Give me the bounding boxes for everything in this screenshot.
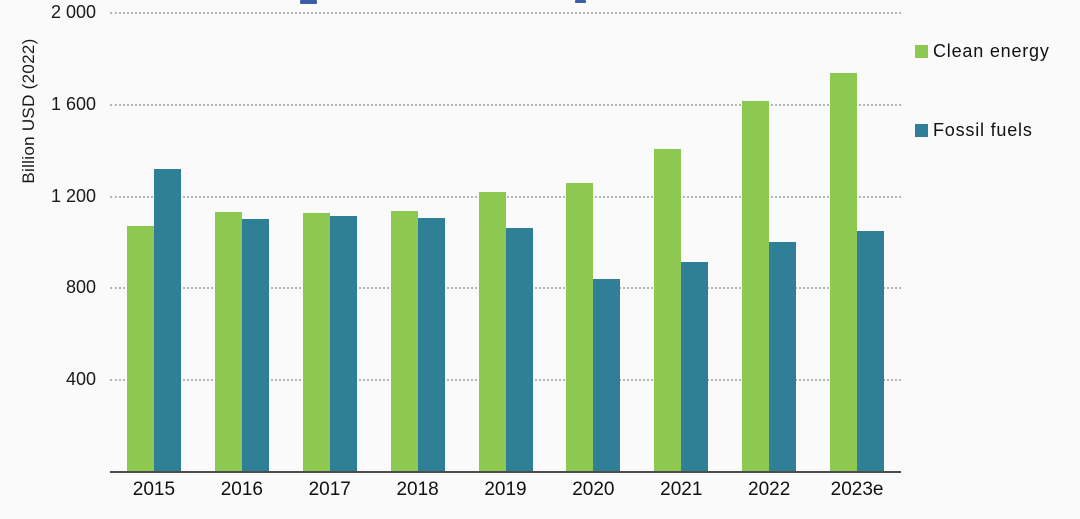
y-tick-label: 1 600: [50, 93, 96, 114]
cropped-title-text-fragment: [575, 0, 586, 3]
x-axis-label: 2017: [308, 479, 351, 500]
bar-clean-energy-2023e: [830, 72, 858, 472]
bar-fossil-fuels-2022: [769, 241, 797, 472]
bar-clean-energy-2018: [390, 211, 418, 472]
x-axis-label: 2016: [220, 479, 263, 500]
bar-fossil-fuels-2016: [241, 218, 269, 472]
bar-fossil-fuels-2021: [681, 261, 709, 472]
bar-fossil-fuels-2017: [329, 216, 357, 472]
y-tick-label: 1 200: [50, 185, 96, 206]
bar-fossil-fuels-2023e: [857, 231, 885, 472]
bar-clean-energy-2015: [126, 225, 154, 472]
y-tick-label: 2 000: [50, 2, 96, 22]
legend-label: Fossil fuels: [933, 120, 1033, 140]
bar-clean-energy-2022: [742, 100, 770, 472]
x-axis-label: 2020: [572, 479, 615, 500]
bar-fossil-fuels-2020: [593, 279, 621, 472]
cropped-title-text-fragment: [300, 0, 317, 4]
x-axis-label: 2021: [660, 479, 703, 500]
y-tick-label: 800: [65, 277, 96, 298]
bar-fossil-fuels-2015: [153, 169, 181, 472]
bar-clean-energy-2016: [214, 211, 242, 472]
x-axis-label: 2019: [484, 479, 527, 500]
fossil-fuels-swatch-icon: [915, 124, 928, 137]
legend-entry-fossil-fuels: Fossil fuels: [915, 120, 1033, 141]
y-tick-label: 400: [65, 369, 96, 390]
bar-fossil-fuels-2018: [417, 217, 445, 472]
bar-fossil-fuels-2019: [505, 227, 533, 472]
bar-clean-energy-2021: [654, 149, 682, 472]
clean-energy-swatch-icon: [915, 45, 928, 58]
x-axis-label: 2022: [748, 479, 791, 500]
gridline: [110, 103, 901, 106]
gridline: [110, 195, 901, 198]
x-axis-label: 2018: [396, 479, 439, 500]
bar-clean-energy-2019: [478, 191, 506, 472]
x-axis-label: 2023e: [830, 479, 884, 500]
gridline: [110, 12, 901, 14]
bar-clean-energy-2017: [302, 213, 330, 472]
x-axis-label: 2015: [132, 479, 176, 500]
x-axis-line: [110, 471, 901, 473]
legend-entry-clean-energy: Clean energy: [915, 41, 1050, 62]
bar-clean-energy-2020: [566, 183, 594, 472]
legend-label: Clean energy: [933, 41, 1050, 61]
